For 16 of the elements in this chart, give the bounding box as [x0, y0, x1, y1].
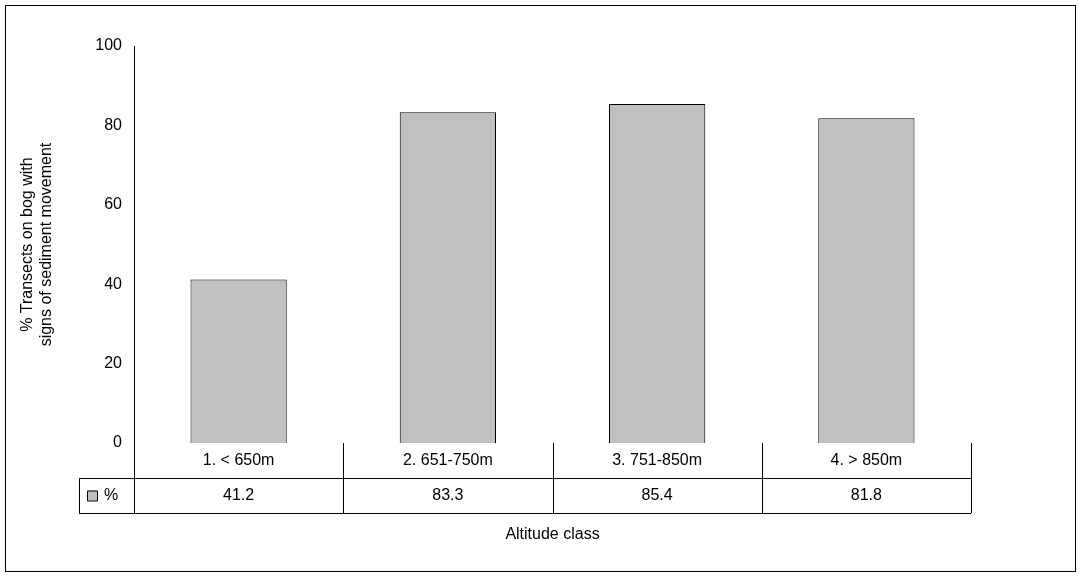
- y-tick-label: 0: [113, 433, 123, 451]
- y-tick-label: 80: [104, 115, 123, 133]
- y-tick-label: 60: [104, 195, 123, 213]
- y-tick-label: 40: [104, 274, 123, 292]
- x-tick-label: 4. > 850m: [830, 450, 903, 468]
- y-axis-title: % Transects on bog with signs of sediment movement: [18, 142, 55, 347]
- x-tick-label: 1. < 650m: [202, 450, 275, 468]
- x-tick-label: 3. 751-850m: [612, 450, 703, 468]
- data-label: 41.2: [223, 485, 255, 503]
- x-tick-label: 2. 651-750m: [402, 450, 493, 468]
- y-tick-label: 20: [104, 354, 123, 372]
- data-label: 81.8: [850, 485, 883, 503]
- data-label: 83.3: [432, 485, 464, 503]
- x-axis-title: Altitude class: [505, 525, 600, 543]
- y-tick-label: 100: [95, 36, 123, 54]
- data-label: 85.4: [641, 485, 673, 503]
